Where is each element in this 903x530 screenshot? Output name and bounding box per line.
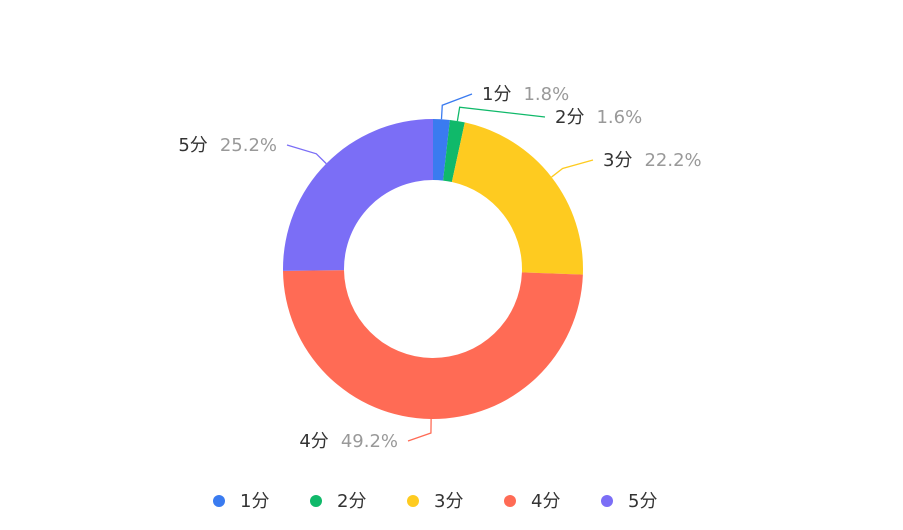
slice-5-label: 5分 25.2% [178, 135, 277, 156]
slice-4-label-value: 49.2% [341, 431, 398, 452]
legend-label-4: 4分 [531, 491, 560, 512]
slice-2-label-value: 1.6% [596, 107, 642, 128]
slice-4-label: 4分 49.2% [299, 431, 398, 452]
slice-2-leader-line [456, 106, 546, 122]
legend-item-1[interactable]: 1分 [213, 491, 269, 512]
legend-marker-2 [310, 495, 322, 507]
slice-5-leader-line [286, 144, 327, 165]
legend-label-2: 2分 [337, 491, 366, 512]
legend-label-5: 5分 [628, 491, 657, 512]
slice-5[interactable] [283, 119, 433, 271]
legend: 1分 2分 3分 4分 5分 [213, 491, 657, 512]
slice-labels-group: 1分 1.8%2分 1.6% 3分 22.2% 4分 49.2% 5分 25.2% [178, 84, 701, 452]
slice-2-label-name: 2分 [555, 107, 584, 128]
slice-1-label-value: 1.8% [523, 84, 569, 105]
leader-lines-group [286, 93, 594, 442]
slice-3-label-value: 22.2% [644, 150, 701, 171]
legend-marker-5 [601, 495, 613, 507]
slice-4[interactable] [283, 270, 583, 420]
slice-1[interactable] [433, 119, 450, 181]
legend-item-2[interactable]: 2分 [310, 491, 366, 512]
slice-3-label-name: 3分 [603, 150, 632, 171]
legend-label-3: 3分 [434, 491, 463, 512]
slice-3-label: 3分 22.2% [603, 150, 702, 171]
slice-1-leader-line [440, 93, 473, 120]
legend-marker-3 [407, 495, 419, 507]
slices-group [283, 119, 584, 420]
legend-label-1: 1分 [240, 491, 269, 512]
slice-2[interactable] [443, 119, 465, 183]
slice-3-leader-line [551, 159, 594, 178]
slice-1-label-name: 1分 [482, 84, 511, 105]
slice-3[interactable] [451, 122, 584, 275]
legend-item-5[interactable]: 5分 [601, 491, 657, 512]
slice-2-label: 2分 1.6% [555, 107, 642, 128]
slice-4-label-name: 4分 [299, 431, 328, 452]
slice-5-label-value: 25.2% [220, 135, 277, 156]
legend-marker-1 [213, 495, 225, 507]
legend-item-3[interactable]: 3分 [407, 491, 463, 512]
slice-1-label: 1分 1.8% [482, 84, 569, 105]
legend-marker-4 [504, 495, 516, 507]
legend-item-4[interactable]: 4分 [504, 491, 560, 512]
slice-4-leader-line [407, 418, 432, 442]
slice-5-label-name: 5分 [178, 135, 207, 156]
